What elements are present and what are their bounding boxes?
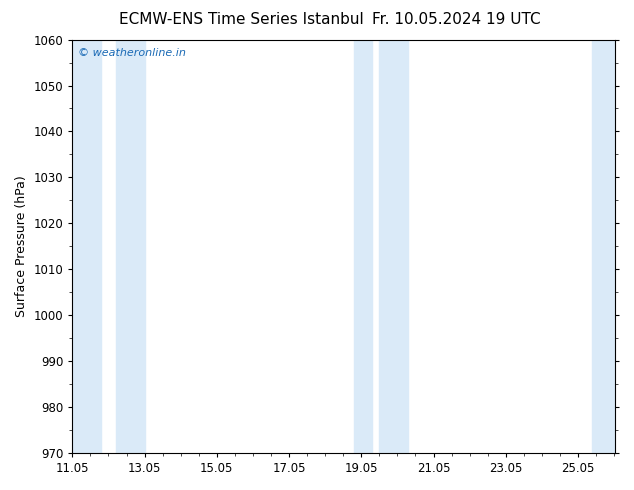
Bar [354, 40, 372, 453]
Bar [115, 40, 145, 453]
Bar [72, 40, 101, 453]
Bar [592, 40, 615, 453]
Text: Fr. 10.05.2024 19 UTC: Fr. 10.05.2024 19 UTC [372, 12, 541, 27]
Bar [379, 40, 408, 453]
Text: © weatheronline.in: © weatheronline.in [78, 48, 186, 58]
Text: ECMW-ENS Time Series Istanbul: ECMW-ENS Time Series Istanbul [119, 12, 363, 27]
Y-axis label: Surface Pressure (hPa): Surface Pressure (hPa) [15, 175, 28, 317]
